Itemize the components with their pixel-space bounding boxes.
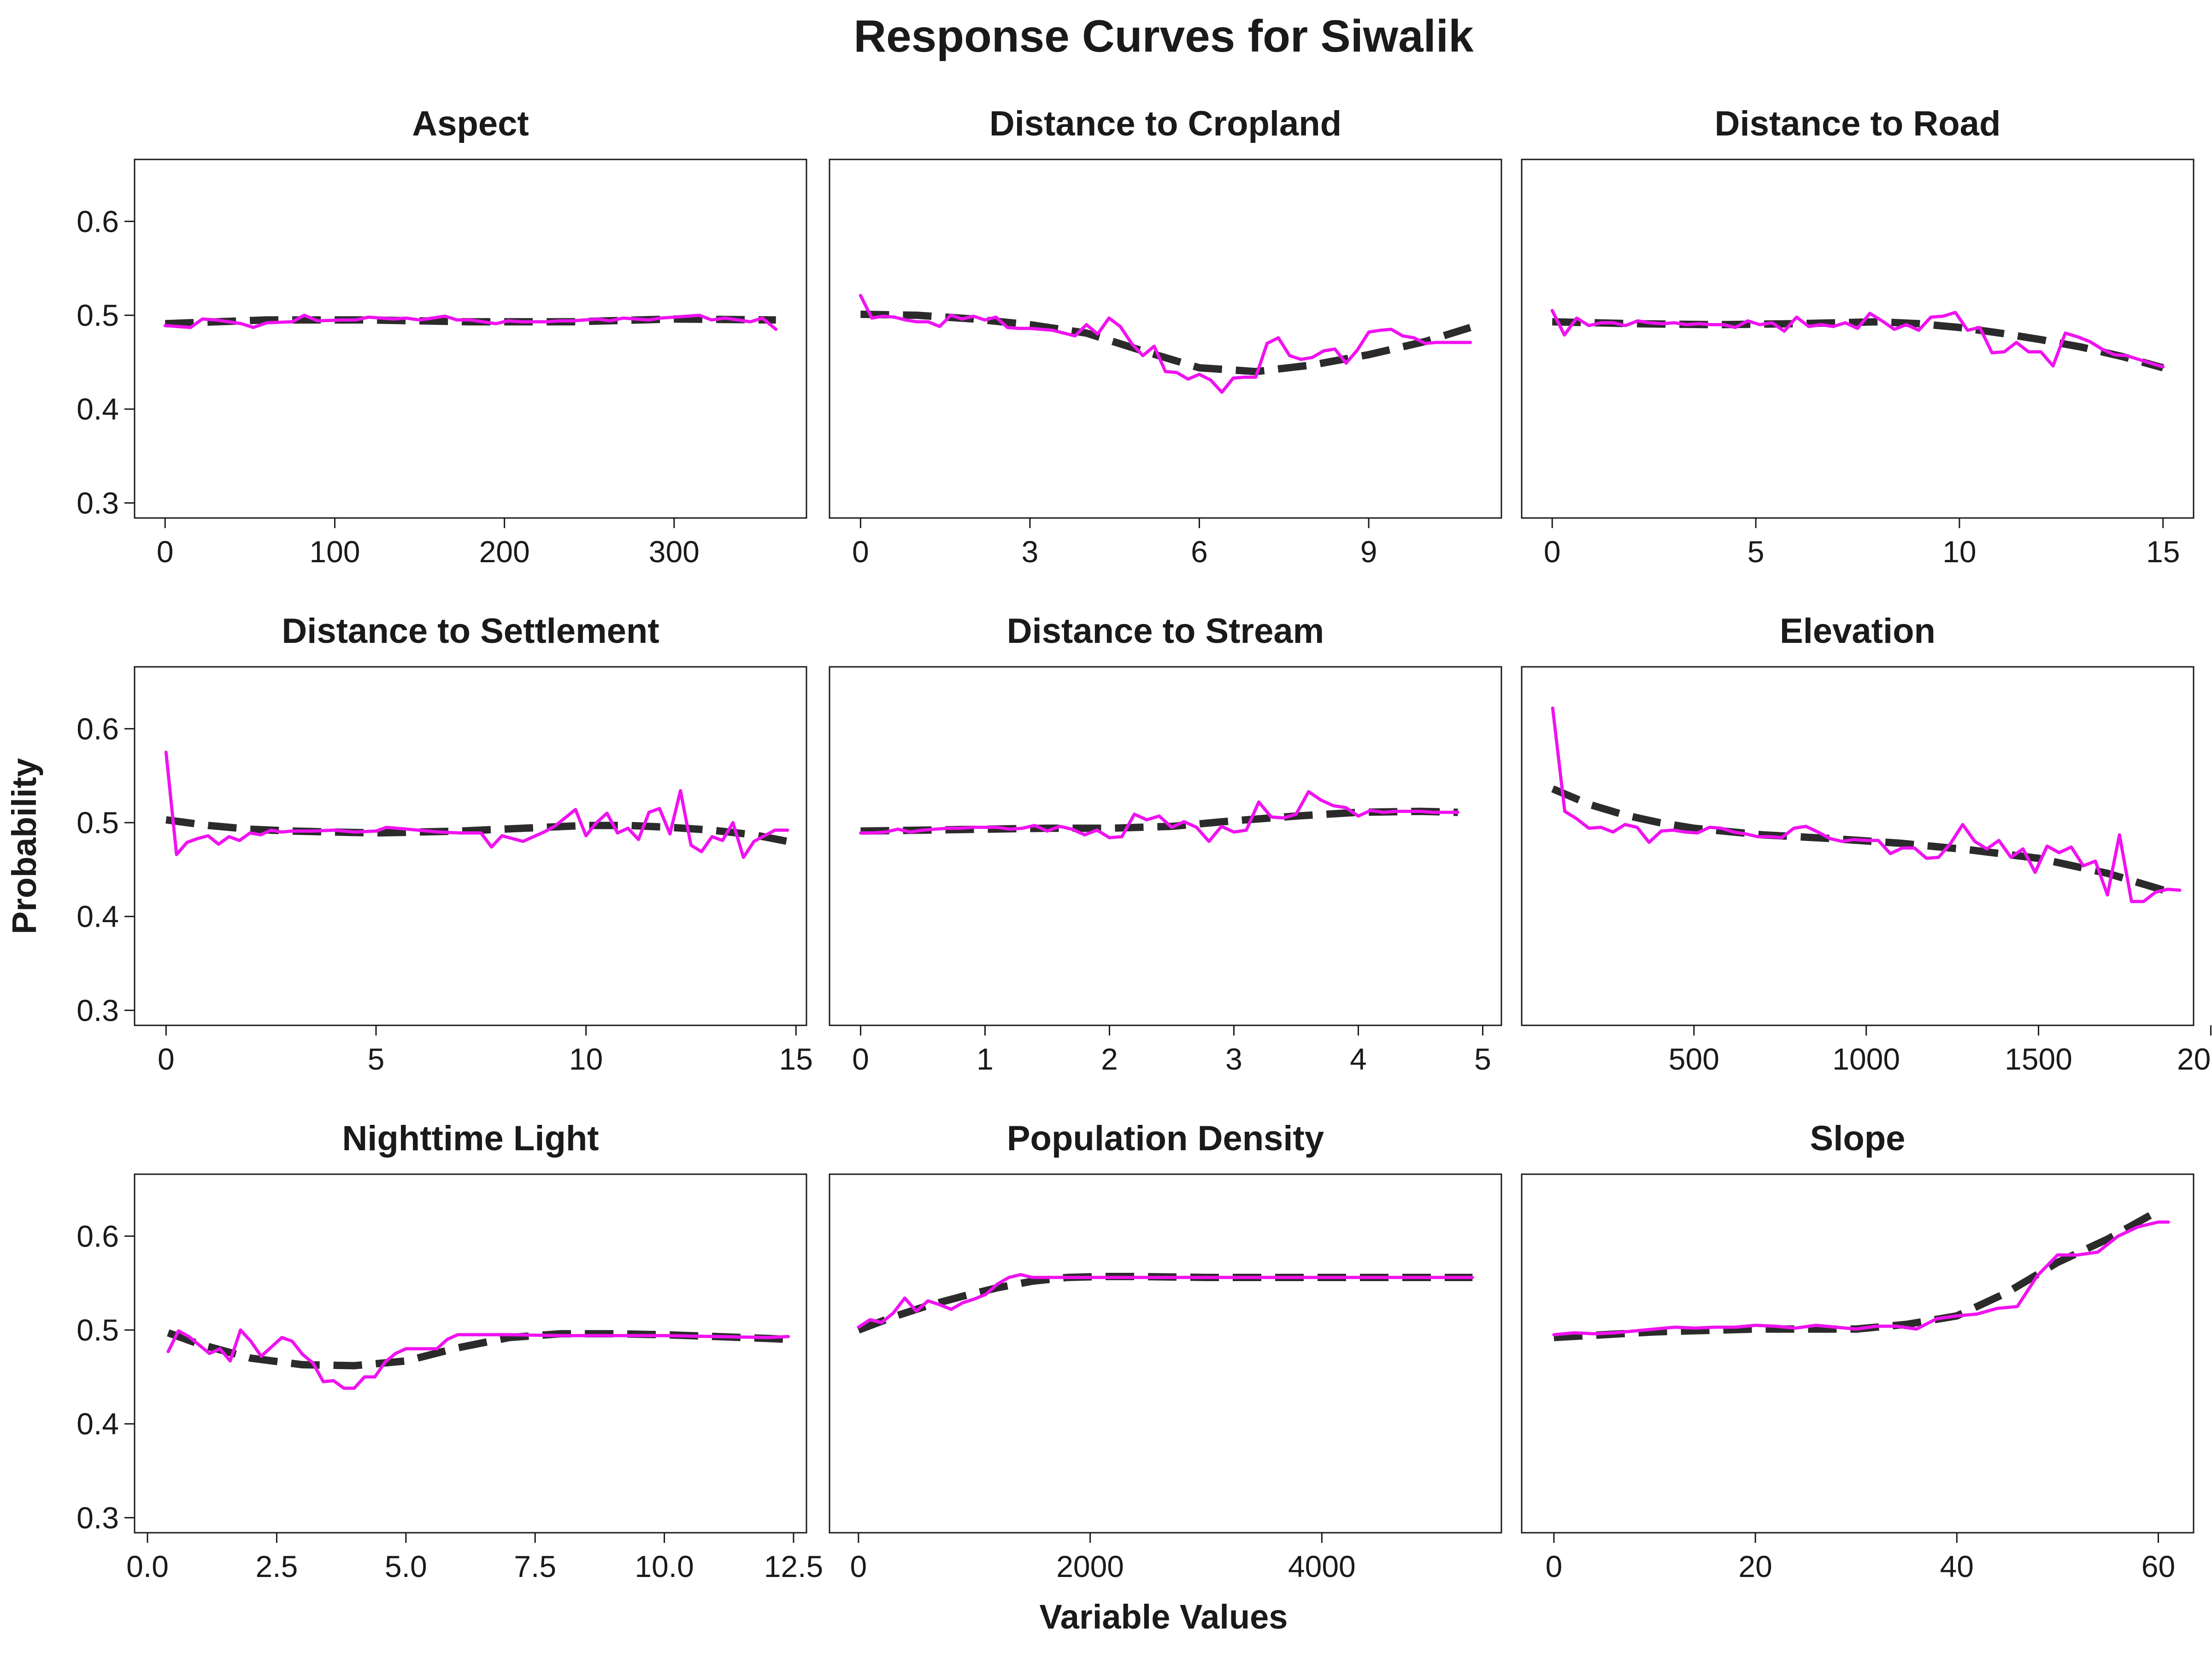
x-tick-label: 5 — [1474, 1042, 1491, 1076]
panel-frame-distance-to-cropland — [829, 159, 1502, 519]
x-tick-label: 7.5 — [514, 1549, 556, 1583]
x-tick-label: 1000 — [1832, 1042, 1900, 1076]
x-tick-label: 0 — [157, 535, 174, 569]
x-tick-label: 4 — [1350, 1042, 1367, 1076]
panel-title-slope: Slope — [1810, 1119, 1906, 1158]
x-tick-label: 200 — [479, 535, 530, 569]
x-tick-label: 12.5 — [764, 1549, 823, 1583]
y-tick-label: 0.5 — [76, 806, 119, 840]
x-tick-label: 15 — [2146, 535, 2180, 569]
y-axis-title: Probability — [5, 758, 43, 934]
raw-curve-nighttime-light — [166, 1328, 790, 1390]
panel-title-distance-to-road: Distance to Road — [1715, 104, 2001, 143]
x-tick-label: 100 — [309, 535, 360, 569]
y-tick-label: 0.3 — [76, 1500, 119, 1535]
y-tick-label: 0.6 — [76, 204, 119, 238]
panel-population-density: Population Density 0 2000 4000 — [829, 1119, 1502, 1583]
x-tick-label: 1 — [977, 1042, 994, 1076]
panel-title-aspect: Aspect — [412, 104, 529, 143]
x-tick-label: 2.5 — [256, 1549, 298, 1583]
x-tick-label: 0 — [852, 1042, 869, 1076]
y-tick-label: 0.5 — [76, 298, 119, 332]
y-tick-label: 0.6 — [76, 712, 119, 746]
x-tick-label: 9 — [1360, 535, 1377, 569]
panel-frame-aspect — [134, 159, 807, 519]
x-tick-label: 5 — [368, 1042, 385, 1076]
panel-title-distance-to-stream: Distance to Stream — [1007, 612, 1324, 651]
smoothed-curve-nighttime-light — [167, 1329, 789, 1370]
x-tick-label: 2 — [1101, 1042, 1118, 1076]
x-tick-label: 500 — [1669, 1042, 1719, 1076]
x-tick-label: 2000 — [2177, 1042, 2212, 1076]
panel-title-population-density: Population Density — [1007, 1119, 1324, 1158]
x-tick-label: 0.0 — [126, 1549, 169, 1583]
panel-frame-population-density — [829, 1173, 1502, 1534]
x-tick-label: 0 — [1544, 535, 1561, 569]
x-tick-label: 10.0 — [635, 1549, 694, 1583]
panel-title-distance-to-cropland: Distance to Cropland — [989, 104, 1341, 143]
raw-curve-slope — [1552, 1220, 2170, 1336]
x-tick-label: 3 — [1225, 1042, 1242, 1076]
panel-nighttime-light: Nighttime Light 0.3 0.4 0.5 0.6 0.0 2.5 5.0 7.5 1… — [76, 1119, 823, 1583]
x-tick-label: 0 — [1546, 1549, 1563, 1583]
x-tick-label: 6 — [1191, 535, 1208, 569]
panel-frame-slope — [1521, 1173, 2194, 1534]
x-tick-label: 10 — [569, 1042, 603, 1076]
panel-distance-to-cropland: Distance to Cropland 0 3 6 9 — [829, 104, 1502, 569]
x-tick-label: 4000 — [1288, 1549, 1356, 1583]
y-tick-label: 0.4 — [76, 900, 119, 934]
x-tick-label: 5.0 — [385, 1549, 427, 1583]
panel-aspect: Aspect 0.3 0.4 0.5 0.6 0 100 200 300 — [76, 104, 807, 569]
chart-title: Response Curves for Siwalik — [853, 11, 1474, 61]
smoothed-curve-slope — [1553, 1207, 2160, 1341]
x-tick-label: 0 — [850, 1549, 867, 1583]
x-tick-label: 300 — [649, 535, 700, 569]
y-tick-label: 0.4 — [76, 1407, 119, 1441]
panel-title-nighttime-light: Nighttime Light — [342, 1119, 599, 1158]
x-tick-label: 10 — [1942, 535, 1976, 569]
y-tick-label: 0.6 — [76, 1219, 119, 1253]
raw-curve-aspect — [163, 313, 778, 331]
panel-frame-elevation — [1521, 666, 2194, 1026]
panel-distance-to-settlement: Distance to Settlement 0.3 0.4 0.5 0.6 0 5 10 15 — [76, 612, 813, 1076]
x-tick-label: 0 — [158, 1042, 175, 1076]
y-tick-label: 0.5 — [76, 1313, 119, 1347]
raw-curve-distance-to-stream — [859, 790, 1459, 843]
x-tick-label: 20 — [1738, 1549, 1772, 1583]
panel-title-distance-to-settlement: Distance to Settlement — [282, 612, 659, 651]
x-tick-label: 5 — [1747, 535, 1765, 569]
raw-curve-distance-to-settlement — [164, 750, 789, 859]
x-tick-label: 3 — [1022, 535, 1039, 569]
x-tick-label: 0 — [852, 535, 869, 569]
panel-elevation: Elevation 500 1000 1500 2000 — [1521, 612, 2212, 1076]
x-tick-label: 1500 — [2005, 1042, 2072, 1076]
x-tick-label: 60 — [2141, 1549, 2175, 1583]
smoothed-curve-aspect — [165, 315, 776, 328]
raw-curve-distance-to-road — [1550, 309, 2165, 369]
x-tick-label: 40 — [1940, 1549, 1974, 1583]
raw-curve-distance-to-cropland — [859, 294, 1472, 394]
panel-title-elevation: Elevation — [1780, 612, 1936, 651]
raw-curve-elevation — [1551, 706, 2182, 903]
y-tick-label: 0.4 — [76, 392, 119, 426]
panel-distance-to-road: Distance to Road 0 5 10 15 — [1521, 104, 2194, 569]
panel-slope: Slope 0 20 40 60 — [1521, 1119, 2194, 1583]
x-tick-label: 2000 — [1056, 1549, 1124, 1583]
x-tick-label: 15 — [779, 1042, 813, 1076]
x-axis-title: Variable Values — [1040, 1598, 1288, 1636]
raw-curve-population-density — [857, 1273, 1474, 1329]
y-tick-label: 0.3 — [76, 486, 119, 520]
panel-frame-distance-to-road — [1521, 159, 2194, 519]
panel-distance-to-stream: Distance to Stream 0 1 2 3 4 5 — [829, 612, 1502, 1076]
panel-frame-distance-to-stream — [829, 666, 1502, 1026]
y-tick-label: 0.3 — [76, 993, 119, 1027]
panel-frame-nighttime-light — [134, 1173, 807, 1534]
